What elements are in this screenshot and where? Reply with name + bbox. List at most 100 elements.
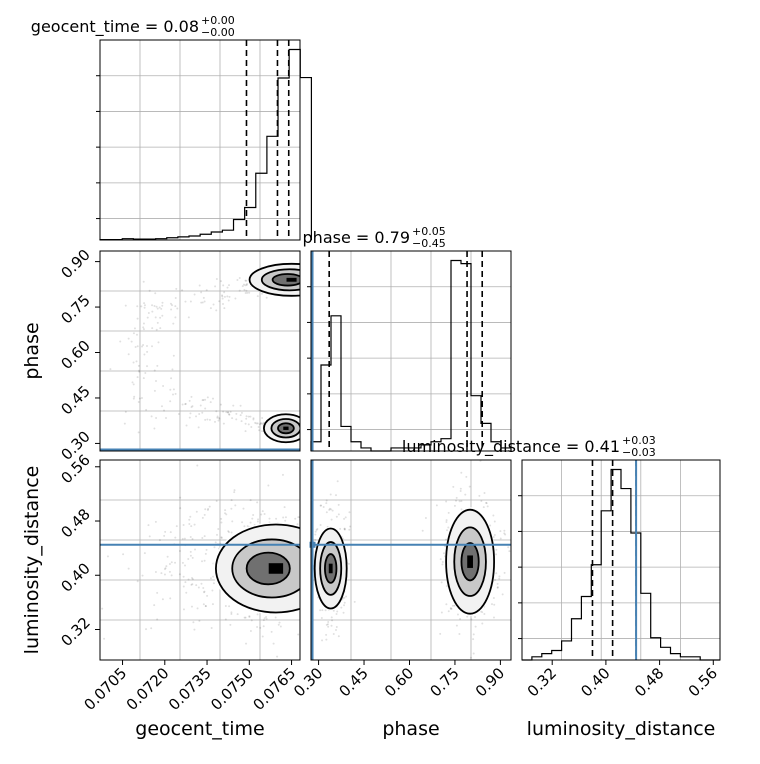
sample-point	[191, 538, 194, 541]
sample-point	[227, 531, 230, 534]
sample-point	[127, 457, 129, 459]
sample-point	[197, 426, 200, 429]
sample-point	[331, 619, 334, 622]
sample-point	[146, 316, 149, 319]
geocent_time-vs-luminosity_distance-frame	[99, 459, 301, 661]
sample-point	[223, 307, 226, 310]
sample-point	[212, 303, 215, 306]
sample-point	[470, 618, 473, 621]
sample-point	[261, 510, 264, 513]
luminosity_distance-hist-title-text: luminosity_distance = 0.41	[402, 437, 620, 457]
sample-point	[135, 333, 138, 336]
sample-point	[109, 368, 112, 371]
sample-point	[179, 507, 182, 510]
sample-point	[243, 525, 246, 528]
sample-point	[308, 588, 310, 590]
sample-point	[260, 292, 263, 295]
sample-point	[146, 365, 149, 368]
sample-point	[445, 603, 448, 606]
sample-point	[220, 536, 223, 539]
sample-point	[172, 393, 175, 396]
sample-point	[480, 499, 483, 502]
phase-hist-title-sup: +0.05	[412, 225, 446, 238]
sample-point	[154, 520, 157, 523]
sample-point	[501, 593, 504, 596]
sample-point	[314, 533, 317, 536]
sample-point	[215, 410, 218, 413]
sample-point	[243, 616, 246, 619]
sample-point	[304, 609, 306, 611]
sample-point	[334, 629, 337, 632]
sample-point	[193, 628, 196, 631]
sample-point	[193, 293, 196, 296]
sample-point	[201, 516, 204, 519]
sample-point	[330, 518, 333, 521]
sample-point	[190, 395, 193, 398]
sample-point	[147, 312, 150, 315]
sample-point	[270, 630, 273, 633]
sample-point	[130, 340, 133, 343]
sample-point	[123, 422, 126, 425]
sample-point	[203, 513, 206, 516]
sample-point	[331, 509, 334, 512]
geocent-time-x-tick-label: 0.0705	[81, 664, 131, 714]
sample-point	[234, 297, 237, 300]
sample-point	[239, 414, 242, 417]
sample-point	[219, 403, 222, 406]
sample-point	[460, 500, 463, 503]
sample-point	[140, 305, 143, 308]
sample-point	[324, 609, 327, 612]
sample-point	[242, 507, 245, 510]
sample-point	[492, 596, 495, 599]
sample-point	[207, 507, 210, 510]
sample-point	[178, 549, 181, 552]
sample-point	[460, 471, 463, 474]
sample-point	[169, 302, 172, 305]
sample-point	[143, 353, 146, 356]
sample-point	[248, 615, 251, 618]
sample-point	[201, 537, 204, 540]
sample-point	[294, 517, 297, 520]
sample-point	[483, 613, 486, 616]
sample-point	[315, 529, 318, 532]
sample-point	[153, 389, 156, 392]
sample-point	[279, 625, 282, 628]
sample-point	[195, 584, 198, 587]
sample-point	[307, 471, 309, 473]
sample-point	[492, 535, 495, 538]
sample-point	[229, 410, 232, 413]
geocent_time-vs-luminosity_distance-samples	[101, 464, 310, 658]
sample-point	[252, 513, 255, 516]
sample-point	[447, 526, 450, 529]
sample-point	[201, 399, 204, 402]
sample-point	[337, 635, 340, 638]
luminosity-distance-hist-x-tick-label: 0.32	[524, 664, 560, 700]
sample-point	[200, 291, 203, 294]
sample-point	[195, 510, 198, 513]
sample-point	[336, 480, 339, 483]
sample-point	[165, 417, 168, 420]
sample-point	[343, 604, 346, 607]
sample-point	[182, 585, 185, 588]
sample-point	[284, 519, 287, 522]
sample-point	[252, 417, 255, 420]
sample-point	[143, 552, 146, 555]
sample-point	[203, 300, 206, 303]
sample-point	[172, 354, 175, 357]
sample-point	[250, 619, 253, 622]
sample-point	[175, 287, 178, 290]
sample-point	[343, 601, 346, 604]
sample-point	[134, 346, 137, 349]
sample-point	[218, 417, 221, 420]
sample-point	[265, 296, 268, 299]
sample-point	[200, 301, 203, 304]
sample-point	[301, 565, 303, 567]
sample-point	[200, 582, 203, 585]
sample-point	[191, 556, 194, 559]
sample-point	[204, 604, 207, 607]
sample-point	[325, 623, 328, 626]
sample-point	[169, 400, 172, 403]
sample-point	[215, 500, 218, 503]
sample-point	[204, 508, 207, 511]
sample-point	[329, 493, 332, 496]
